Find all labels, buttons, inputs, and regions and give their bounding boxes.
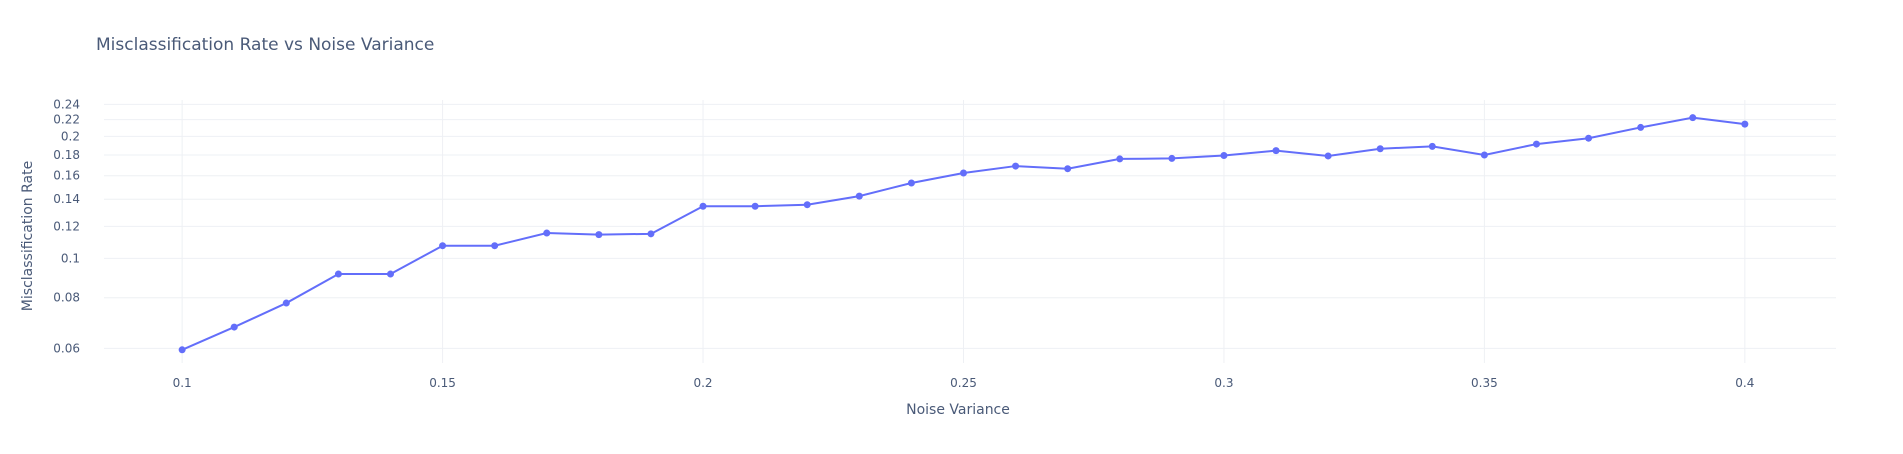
- y-tick-label: 0.2: [61, 129, 80, 143]
- y-tick-label: 0.12: [53, 219, 80, 233]
- data-point[interactable]: [1689, 114, 1697, 122]
- y-tick-label: 0.1: [61, 251, 80, 265]
- data-point[interactable]: [1480, 151, 1488, 159]
- data-point[interactable]: [647, 230, 655, 238]
- data-point[interactable]: [543, 229, 551, 237]
- data-point[interactable]: [1064, 165, 1072, 173]
- x-tick-label: 0.2: [693, 376, 712, 390]
- data-point[interactable]: [1532, 140, 1540, 148]
- data-point[interactable]: [386, 270, 394, 278]
- data-point[interactable]: [1637, 123, 1645, 131]
- y-tick-label: 0.06: [53, 341, 80, 355]
- data-point[interactable]: [1376, 145, 1384, 153]
- grid: [104, 100, 1836, 363]
- series: [178, 114, 1749, 354]
- data-point[interactable]: [751, 202, 759, 210]
- data-point[interactable]: [1012, 162, 1020, 170]
- data-point[interactable]: [699, 202, 707, 210]
- data-point[interactable]: [1585, 134, 1593, 142]
- y-tick-label: 0.22: [53, 113, 80, 127]
- x-tick-label: 0.3: [1214, 376, 1233, 390]
- data-point[interactable]: [282, 299, 290, 307]
- data-point[interactable]: [1324, 152, 1332, 160]
- axis-ticks: 0.1 0.15 0.2 0.25 0.3 0.35 0.4 0.06 0.08 0.1 0.12 0…: [53, 97, 1754, 390]
- data-point[interactable]: [1220, 151, 1228, 159]
- x-tick-label: 0.25: [950, 376, 977, 390]
- data-point[interactable]: [439, 242, 447, 250]
- data-point[interactable]: [1272, 147, 1280, 155]
- y-tick-label: 0.08: [53, 291, 80, 305]
- data-point[interactable]: [1168, 154, 1176, 162]
- y-tick-label: 0.14: [53, 192, 80, 206]
- y-tick-label: 0.18: [53, 148, 80, 162]
- data-point[interactable]: [1428, 142, 1436, 150]
- y-axis-title: Misclassification Rate: [20, 161, 36, 311]
- data-point[interactable]: [907, 179, 915, 187]
- chart-title: Misclassification Rate vs Noise Variance: [96, 35, 434, 55]
- x-tick-label: 0.35: [1471, 376, 1498, 390]
- x-tick-label: 0.1: [173, 376, 192, 390]
- data-point[interactable]: [334, 270, 342, 278]
- data-point[interactable]: [491, 242, 499, 250]
- data-point[interactable]: [959, 169, 967, 177]
- x-tick-label: 0.4: [1735, 376, 1754, 390]
- data-point[interactable]: [178, 346, 186, 354]
- data-point[interactable]: [855, 192, 863, 200]
- x-axis-title: Noise Variance: [906, 402, 1010, 418]
- y-tick-label: 0.24: [53, 97, 80, 111]
- data-point[interactable]: [595, 231, 603, 239]
- data-point[interactable]: [1116, 155, 1124, 163]
- data-point[interactable]: [230, 323, 238, 331]
- x-tick-label: 0.15: [429, 376, 456, 390]
- y-tick-label: 0.16: [53, 169, 80, 183]
- data-point[interactable]: [803, 201, 811, 209]
- data-point[interactable]: [1741, 120, 1749, 128]
